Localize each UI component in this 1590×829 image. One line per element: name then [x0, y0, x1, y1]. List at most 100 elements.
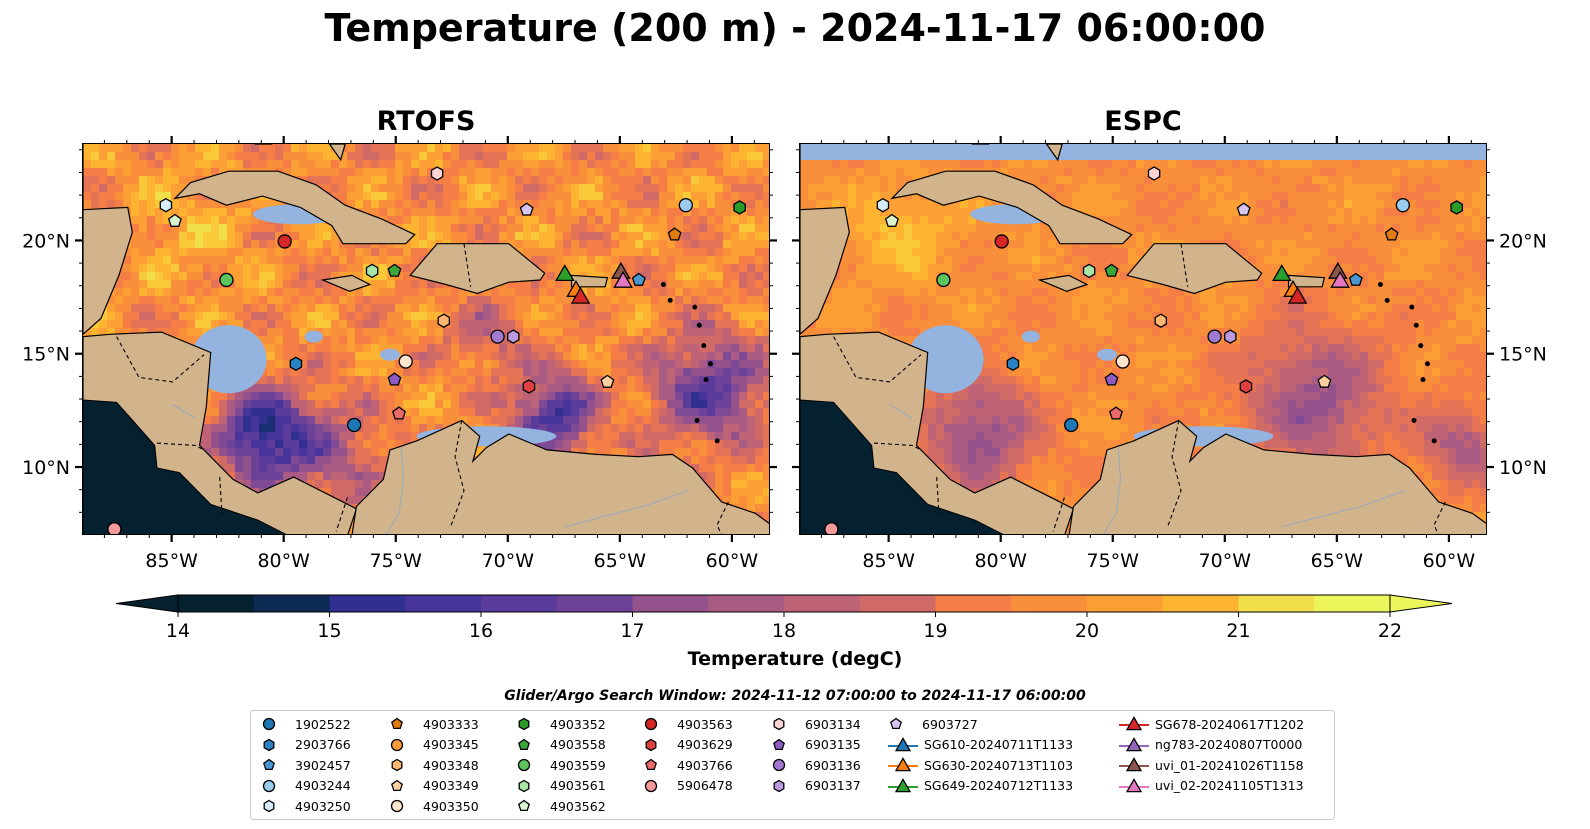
legend-item: 6903136	[771, 756, 861, 774]
map-panel-espc[interactable]	[799, 143, 1487, 535]
legend-label: 1902522	[295, 716, 351, 732]
colorbar-tick-label: 14	[165, 620, 191, 642]
legend-marker	[391, 758, 403, 772]
colorbar-segment	[632, 595, 709, 612]
colorbar-tick-label: 20	[1074, 620, 1100, 642]
obs-6903134	[1147, 166, 1161, 181]
land-cuba	[173, 170, 416, 245]
observation-markers	[107, 166, 746, 534]
triangle-marker-icon	[1119, 736, 1149, 751]
legend-marker	[390, 738, 404, 751]
obs-4903558	[387, 263, 402, 277]
obs-4903559	[936, 272, 951, 288]
pentagon-marker-icon	[518, 738, 530, 750]
legend-item: 6903134	[771, 715, 861, 733]
map-panel-rtofs[interactable]	[82, 143, 770, 535]
circle-marker-icon	[262, 779, 276, 792]
legend-marker	[644, 717, 658, 731]
legend-marker	[518, 738, 530, 750]
legend-label: SG678-20240617T1202	[1155, 716, 1305, 732]
legend-item: SG610-20240711T1133	[888, 736, 1073, 754]
colorbar-max-extend	[1389, 594, 1453, 613]
colorbar-segment	[784, 595, 861, 612]
legend-marker	[263, 738, 275, 751]
circle-marker-icon	[390, 799, 404, 813]
legend-item: 4903766	[643, 756, 733, 774]
colorbar-segment	[556, 595, 633, 612]
obs-6903136	[490, 329, 505, 344]
colorbar-segment	[935, 595, 1012, 612]
colorbar-segment	[253, 595, 330, 612]
legend-label: SG630-20240713T1103	[924, 757, 1074, 773]
panel-title-rtofs: RTOFS	[376, 106, 476, 137]
pentagon-marker-icon	[645, 758, 657, 771]
obs-4903563	[994, 234, 1009, 249]
legend-label: 4903562	[550, 798, 606, 814]
legend-marker	[1125, 757, 1143, 772]
legend-item: 6903137	[771, 777, 861, 795]
legend-item: 6903727	[888, 715, 978, 733]
legend-marker	[1125, 716, 1143, 731]
legend-marker	[263, 799, 275, 813]
legend-label: SG610-20240711T1133	[924, 737, 1074, 752]
obs-4903352	[733, 200, 746, 215]
obs-SG649-20240712T1133	[1272, 264, 1292, 282]
obs-4903349	[600, 374, 615, 388]
land-puertorico	[1287, 274, 1326, 288]
x-tick-label: 65°W	[594, 550, 647, 572]
obs-4903244	[678, 198, 693, 213]
observation-markers	[824, 166, 1463, 534]
lesser-antilles	[1377, 281, 1437, 444]
legend-label: 4903349	[423, 778, 479, 793]
legend-item: 4903244	[261, 777, 351, 795]
legend-marker	[772, 758, 786, 772]
legend-item: 4903558	[516, 736, 606, 754]
hexagon-marker-icon	[645, 738, 657, 751]
legend-item: ng783-20240807T0000	[1119, 736, 1302, 754]
legend-marker	[645, 738, 657, 751]
legend-marker	[644, 779, 658, 792]
map-espc	[800, 144, 1486, 534]
x-tick-label: 65°W	[1311, 550, 1364, 572]
colorbar-tick-label: 15	[317, 620, 342, 642]
legend-label: 4903561	[550, 778, 606, 793]
legend-item: 2903766	[261, 736, 351, 754]
colorbar-segment	[708, 595, 785, 612]
obs-4903333	[667, 227, 682, 241]
obs-4903766	[1109, 406, 1123, 420]
legend-label: 4903244	[295, 778, 351, 793]
legend-label: 4903558	[550, 737, 606, 752]
obs-6903135	[387, 372, 402, 386]
obs-6903727	[519, 202, 534, 216]
circle-marker-icon	[262, 717, 276, 731]
circle-marker-icon	[772, 758, 786, 772]
circle-marker-icon	[390, 738, 404, 751]
legend-marker	[890, 717, 902, 730]
y-tick-label-left: 15°N	[22, 344, 70, 366]
land-yucatan	[800, 144, 850, 336]
land-hispaniola	[1126, 243, 1263, 295]
y-tick-label-left: 10°N	[22, 457, 70, 479]
hexagon-marker-icon	[773, 779, 785, 792]
circle-marker-icon	[644, 717, 658, 731]
y-tick-label-right: 15°N	[1499, 344, 1547, 366]
land-cuba	[890, 170, 1133, 245]
legend-marker	[773, 717, 785, 731]
land-hispaniola	[409, 243, 546, 295]
legend-label: 4903250	[295, 798, 351, 814]
land-bahamas1	[1045, 144, 1063, 162]
obs-6903727	[1236, 202, 1251, 216]
obs-5906478	[107, 522, 122, 534]
land-jamaica	[320, 274, 372, 292]
colorbar-tick-label: 21	[1226, 620, 1251, 642]
x-tick-label: 80°W	[974, 550, 1027, 572]
country-borders	[833, 243, 1446, 534]
legend-marker	[1125, 736, 1143, 751]
legend-label: 6903727	[922, 716, 978, 732]
obs-3902457	[631, 272, 646, 286]
obs-SG678-20240617T1202	[570, 286, 591, 304]
circle-marker-icon	[517, 758, 531, 772]
legend-label: 4903563	[677, 716, 733, 732]
legend-marker	[773, 779, 785, 792]
country-borders	[116, 243, 729, 534]
